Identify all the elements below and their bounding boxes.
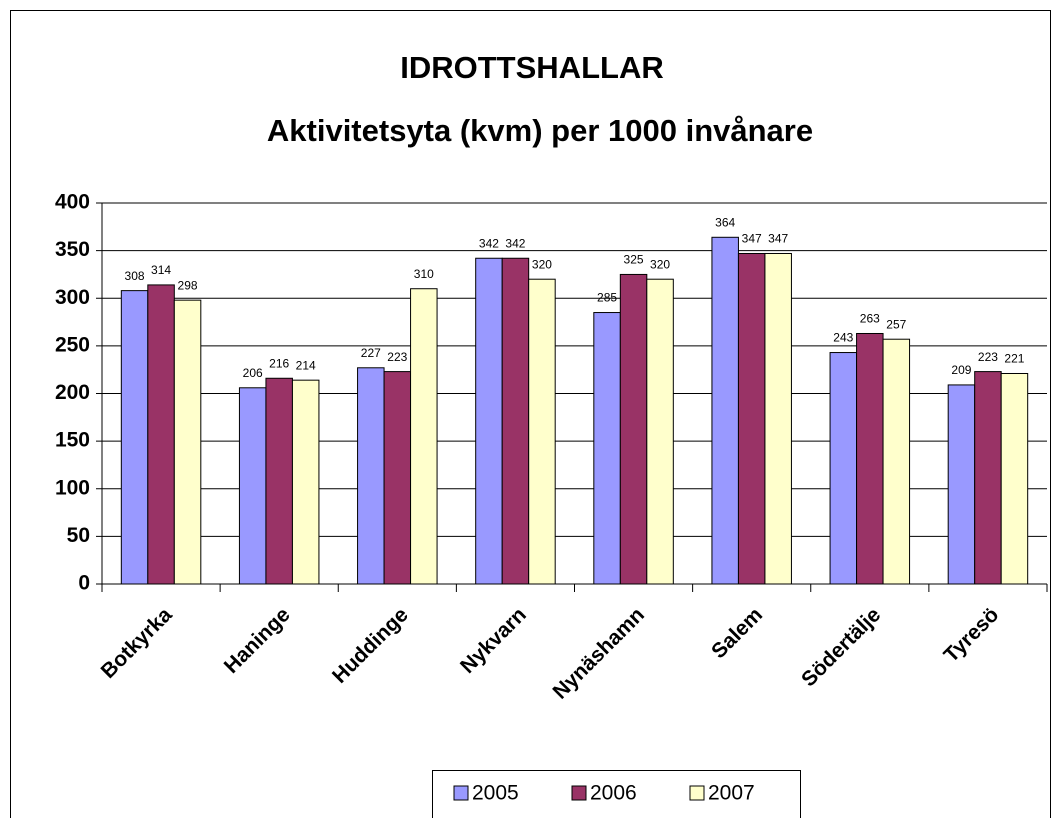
bar <box>357 367 385 585</box>
data-label: 223 <box>978 350 998 364</box>
bar <box>619 273 648 585</box>
legend-label: 2007 <box>708 782 755 805</box>
data-label: 221 <box>1004 352 1024 366</box>
chart-subtitle: Aktivitetsyta (kvm) per 1000 invånare <box>267 113 813 148</box>
data-label: 320 <box>650 257 670 271</box>
bar <box>383 371 412 585</box>
y-tick-label: 400 <box>55 191 90 214</box>
bar <box>646 278 674 585</box>
bar <box>882 338 911 585</box>
chart-title: IDROTTSHALLAR <box>400 50 663 85</box>
bar <box>238 387 267 585</box>
bar <box>475 257 503 585</box>
data-label: 227 <box>361 346 381 360</box>
data-label: 347 <box>768 232 788 246</box>
data-label: 209 <box>951 363 971 377</box>
data-label: 342 <box>505 236 525 250</box>
data-label: 263 <box>860 312 880 326</box>
data-label: 314 <box>151 263 171 277</box>
legend-label: 2005 <box>472 782 519 805</box>
data-label: 243 <box>833 331 853 345</box>
data-label: 325 <box>624 253 644 267</box>
data-label: 257 <box>886 317 906 331</box>
bar <box>528 278 556 585</box>
y-tick-label: 300 <box>55 286 90 309</box>
bar <box>947 384 976 585</box>
legend-label: 2006 <box>590 782 637 805</box>
data-label: 310 <box>414 267 434 281</box>
bar <box>1000 372 1029 585</box>
y-tick-label: 0 <box>78 572 90 595</box>
bar <box>265 377 293 585</box>
bar <box>764 252 792 585</box>
y-tick-label: 250 <box>55 333 90 356</box>
bar <box>120 290 149 585</box>
bar <box>291 379 320 585</box>
bar <box>829 352 858 585</box>
data-label: 285 <box>597 291 617 305</box>
data-label: 342 <box>479 236 499 250</box>
bar <box>410 288 438 585</box>
y-tick-label: 350 <box>55 238 90 261</box>
legend-swatch <box>453 785 469 801</box>
bar <box>173 299 202 585</box>
data-label: 308 <box>125 269 145 283</box>
data-label: 223 <box>387 350 407 364</box>
data-label: 364 <box>715 215 735 229</box>
data-label: 347 <box>742 232 762 246</box>
data-label: 214 <box>296 358 316 372</box>
legend-box <box>432 770 801 818</box>
y-tick-label: 50 <box>67 524 90 547</box>
data-label: 320 <box>532 257 552 271</box>
bar <box>856 332 884 585</box>
bar <box>711 236 739 585</box>
legend-swatch <box>689 785 705 801</box>
data-label: 298 <box>178 278 198 292</box>
y-tick-label: 150 <box>55 429 90 452</box>
data-label: 216 <box>269 356 289 370</box>
legend-swatch <box>571 785 587 801</box>
bar <box>501 257 530 585</box>
y-tick-label: 200 <box>55 381 90 404</box>
bar <box>737 252 766 585</box>
data-label: 206 <box>243 366 263 380</box>
bar <box>593 312 621 585</box>
bar <box>147 284 175 585</box>
y-tick-label: 100 <box>55 476 90 499</box>
bar <box>974 371 1002 585</box>
